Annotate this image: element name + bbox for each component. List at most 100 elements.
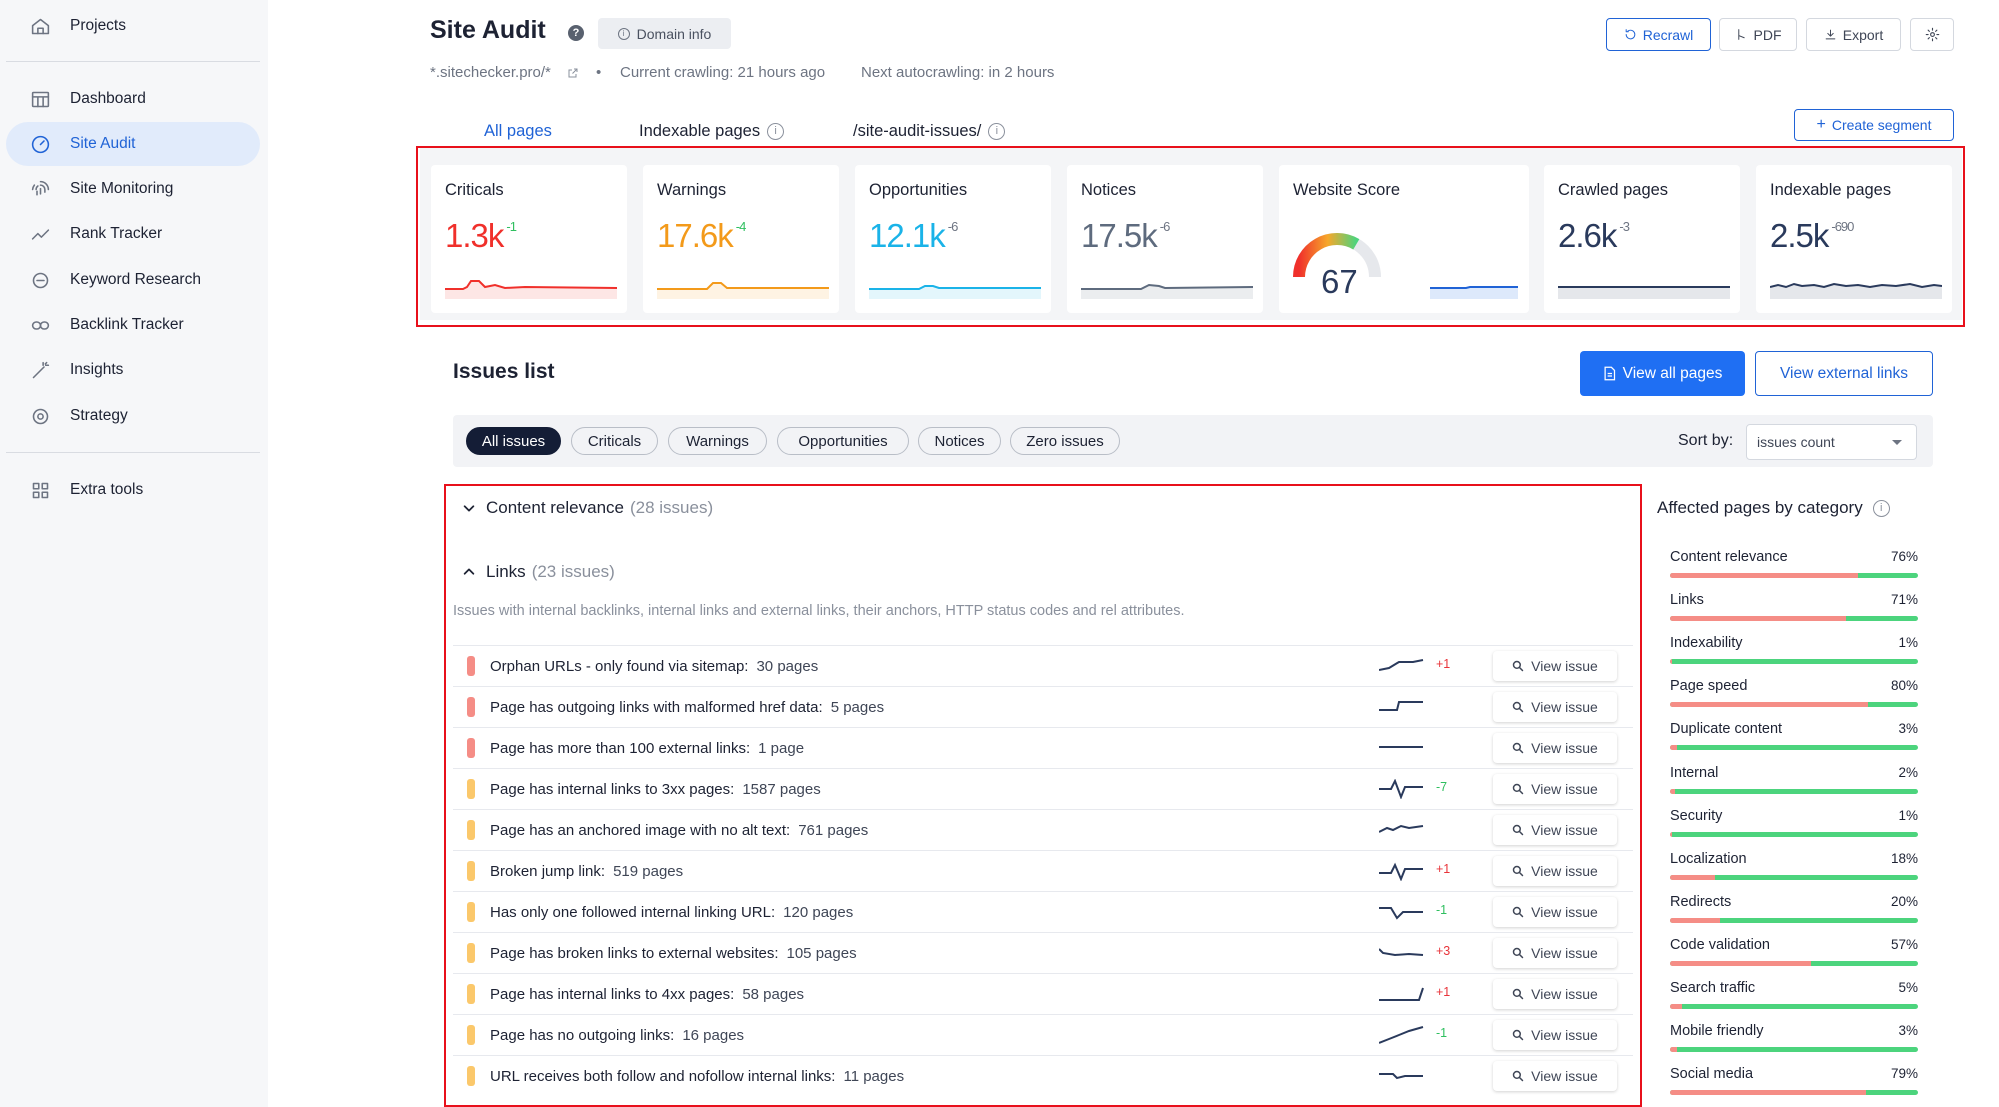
view-issue-button[interactable]: View issue	[1493, 897, 1617, 927]
category-code-validation[interactable]: Code validation 57%	[1670, 937, 1918, 977]
site-url[interactable]: *.sitechecker.pro/*	[430, 64, 551, 81]
metric-card-criticals[interactable]: Criticals 1.3k -1	[431, 165, 627, 313]
metric-card-notices[interactable]: Notices 17.5k -6	[1067, 165, 1263, 313]
search-icon	[1512, 701, 1524, 713]
severity-bar	[467, 902, 475, 922]
issue-row[interactable]: Has only one followed internal linking U…	[453, 891, 1633, 932]
view-issue-button[interactable]: View issue	[1493, 733, 1617, 763]
view-issue-button[interactable]: View issue	[1493, 856, 1617, 886]
card-label: Indexable pages	[1770, 181, 1892, 199]
category-duplicate-content[interactable]: Duplicate content 3%	[1670, 721, 1918, 761]
category-internal[interactable]: Internal 2%	[1670, 765, 1918, 805]
sidebar-item-label: Extra tools	[70, 481, 144, 498]
view-issue-button[interactable]: View issue	[1493, 651, 1617, 681]
filter-chip-warnings[interactable]: Warnings	[668, 427, 767, 455]
links-description: Issues with internal backlinks, internal…	[453, 603, 1185, 619]
sidebar-item-site-audit[interactable]: Site Audit	[6, 122, 260, 166]
sidebar-item-strategy[interactable]: Strategy	[6, 394, 260, 438]
domain-info-button[interactable]: i Domain info	[598, 18, 731, 49]
issue-pages: 16 pages	[682, 1027, 745, 1044]
category-social-media[interactable]: Social media 79%	[1670, 1066, 1918, 1106]
metric-card-indexable-pages[interactable]: Indexable pages 2.5k -690	[1756, 165, 1952, 313]
search-icon	[1512, 865, 1524, 877]
tab-indexable-pages[interactable]: Indexable pages i	[639, 112, 785, 150]
issue-row[interactable]: URL receives both follow and nofollow in…	[453, 1055, 1633, 1096]
category-redirects[interactable]: Redirects 20%	[1670, 894, 1918, 934]
sidebar-item-keyword-research[interactable]: Keyword Research	[6, 258, 260, 302]
current-crawling: Current crawling: 21 hours ago	[620, 64, 826, 81]
settings-button[interactable]	[1910, 18, 1954, 51]
card-value: 1.3k -1	[445, 217, 517, 255]
sidebar-item-label: Backlink Tracker	[70, 316, 184, 333]
info-icon[interactable]: i	[1872, 499, 1890, 517]
group-links[interactable]: Links (23 issues)	[462, 562, 615, 582]
chip-label: Criticals	[587, 432, 642, 450]
sidebar-item-backlink-tracker[interactable]: Backlink Tracker	[6, 303, 260, 347]
chip-label: All issues	[481, 432, 546, 450]
filter-chip-criticals[interactable]: Criticals	[571, 427, 658, 455]
tab-site-audit-issues[interactable]: /site-audit-issues/i	[853, 112, 1006, 150]
sidebar-item-dashboard[interactable]: Dashboard	[6, 77, 260, 121]
category-indexability[interactable]: Indexability 1%	[1670, 635, 1918, 675]
pdf-button[interactable]: PDF	[1719, 18, 1797, 51]
issue-text: Broken jump link: 519 pages	[490, 863, 683, 880]
pdf-icon	[1737, 29, 1745, 40]
sidebar-item-rank-tracker[interactable]: Rank Tracker	[6, 212, 260, 256]
severity-bar	[467, 820, 475, 840]
external-link-icon[interactable]	[567, 67, 579, 79]
view-all-pages-button[interactable]: View all pages	[1580, 351, 1745, 396]
export-button[interactable]: Export	[1806, 18, 1901, 51]
issue-name: Page has no outgoing links:	[490, 1027, 675, 1044]
severity-bar	[467, 779, 475, 799]
metric-card-warnings[interactable]: Warnings 17.6k -4	[643, 165, 839, 313]
category-localization[interactable]: Localization 18%	[1670, 851, 1918, 891]
issue-row[interactable]: Orphan URLs - only found via sitemap: 30 …	[453, 645, 1633, 686]
view-issue-button[interactable]: View issue	[1493, 1061, 1617, 1091]
issue-sparkline	[1379, 1073, 1423, 1080]
recrawl-button[interactable]: Recrawl	[1606, 18, 1711, 51]
view-external-links-button[interactable]: View external links	[1755, 351, 1933, 396]
view-issue-button[interactable]: View issue	[1493, 815, 1617, 845]
category-content-relevance[interactable]: Content relevance 76%	[1670, 549, 1918, 589]
issue-row[interactable]: Page has internal links to 3xx pages: 158…	[453, 768, 1633, 809]
view-issue-button[interactable]: View issue	[1493, 979, 1617, 1009]
category-security[interactable]: Security 1%	[1670, 808, 1918, 848]
sidebar-item-site-monitoring[interactable]: Site Monitoring	[6, 167, 260, 211]
sidebar-item-insights[interactable]: Insights	[6, 348, 260, 392]
filter-chip-zero-issues[interactable]: Zero issues	[1010, 427, 1120, 455]
category-label: Redirects	[1670, 893, 1732, 910]
category-mobile-friendly[interactable]: Mobile friendly 3%	[1670, 1023, 1918, 1063]
category-links[interactable]: Links 71%	[1670, 592, 1918, 632]
website-score-card[interactable]: Website Score 67	[1279, 165, 1529, 313]
issue-row[interactable]: Page has broken links to external websit…	[453, 932, 1633, 973]
issue-row[interactable]: Broken jump link: 519 pages +1 View issue	[453, 850, 1633, 891]
card-value-number: 17.5k	[1081, 217, 1158, 254]
sidebar-item-projects[interactable]: Projects	[6, 4, 260, 48]
view-issue-button[interactable]: View issue	[1493, 938, 1617, 968]
search-icon	[1512, 1070, 1524, 1082]
view-issue-button[interactable]: View issue	[1493, 692, 1617, 722]
view-issue-button[interactable]: View issue	[1493, 1020, 1617, 1050]
issue-row[interactable]: Page has an anchored image with no alt t…	[453, 809, 1633, 850]
create-segment-button[interactable]: + Create segment	[1794, 109, 1954, 141]
help-icon[interactable]: ?	[568, 25, 584, 41]
filter-chip-notices[interactable]: Notices	[918, 427, 1001, 455]
filter-chip-all-issues[interactable]: All issues	[466, 427, 561, 455]
metric-card-opportunities[interactable]: Opportunities 12.1k -6	[855, 165, 1051, 313]
issue-row[interactable]: Page has internal links to 4xx pages: 58 …	[453, 973, 1633, 1014]
category-progress-fill	[1670, 917, 1720, 923]
category-search-traffic[interactable]: Search traffic 5%	[1670, 980, 1918, 1020]
issue-row[interactable]: Page has outgoing links with malformed h…	[453, 686, 1633, 727]
sidebar-item-label: Dashboard	[70, 90, 146, 107]
category-page-speed[interactable]: Page speed 80%	[1670, 678, 1918, 718]
view-issue-button[interactable]: View issue	[1493, 774, 1617, 804]
sort-select[interactable]: issues count	[1746, 424, 1917, 460]
tab-all-pages[interactable]: All pages	[484, 112, 552, 150]
group-content-relevance[interactable]: Content relevance (28 issues)	[462, 498, 713, 518]
issue-text: Page has an anchored image with no alt t…	[490, 822, 868, 839]
filter-chip-opportunities[interactable]: Opportunities	[777, 427, 909, 455]
issue-row[interactable]: Page has no outgoing links: 16 pages -1 Vie…	[453, 1014, 1633, 1055]
issue-row[interactable]: Page has more than 100 external links: 1 …	[453, 727, 1633, 768]
sidebar-item-extra-tools[interactable]: Extra tools	[6, 468, 260, 512]
metric-card-crawled-pages[interactable]: Crawled pages 2.6k -3	[1544, 165, 1740, 313]
